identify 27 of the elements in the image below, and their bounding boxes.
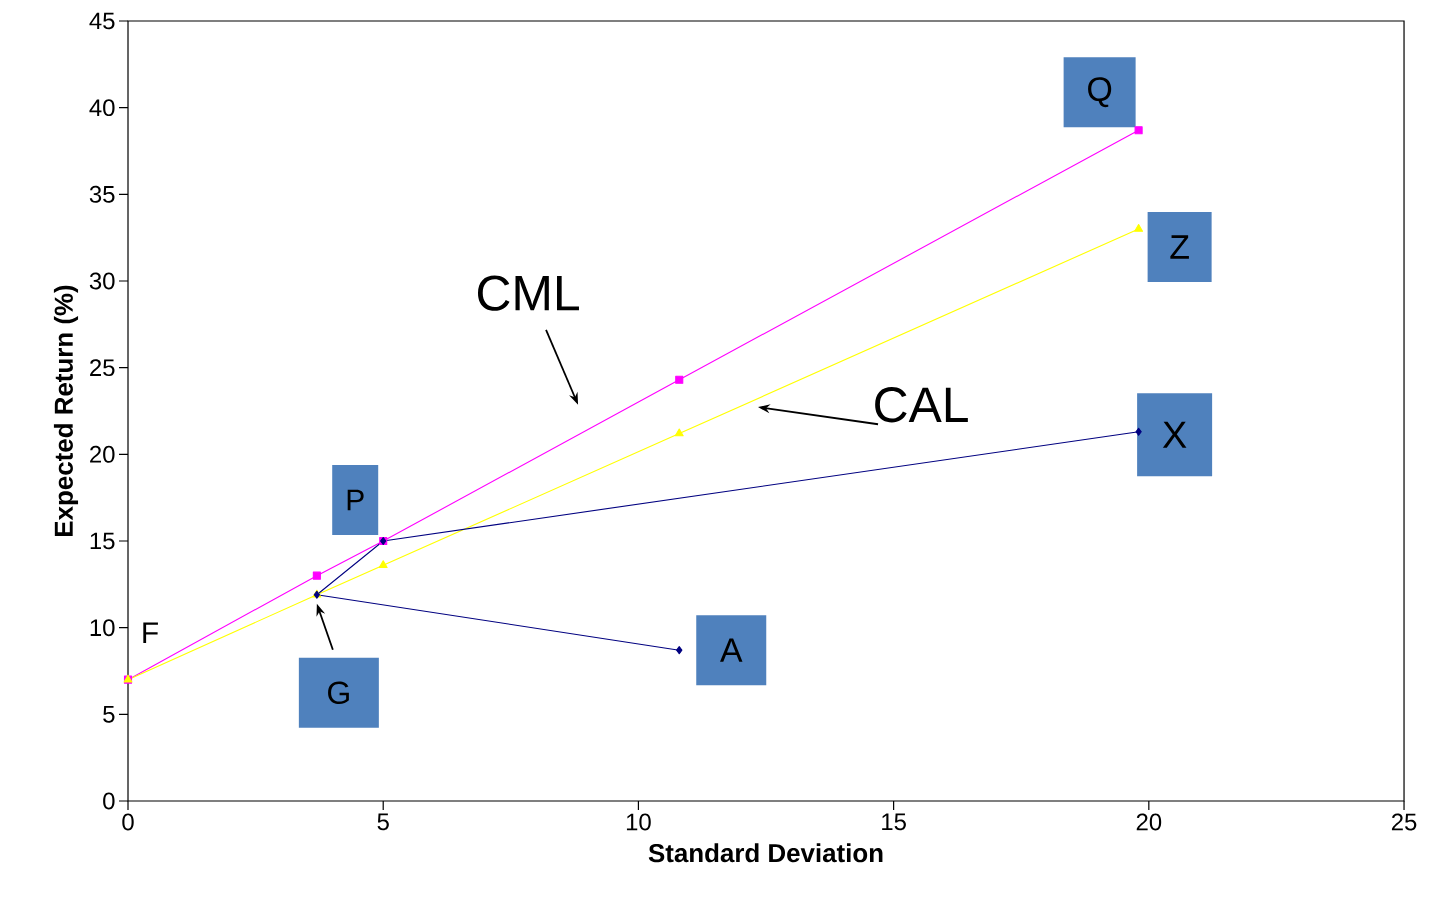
annotation: X	[1162, 421, 1187, 448]
x-tick-label: 25	[1391, 813, 1417, 831]
y-tick-label: 15	[90, 532, 115, 550]
x-tick-label: 5	[377, 813, 389, 831]
y-tick-label: 25	[90, 359, 115, 377]
x-tick-label: 0	[122, 813, 134, 831]
x-tick-label: 15	[882, 813, 906, 831]
y-tick-label: 10	[90, 619, 115, 637]
annotation: Z	[1170, 235, 1189, 259]
annotation: Q	[1088, 77, 1112, 108]
y-tick-label: 40	[89, 99, 115, 117]
y-tick-label: 20	[90, 445, 115, 463]
y-tick-label: 5	[103, 705, 115, 723]
x-axis-title: Standard Deviation	[648, 843, 883, 863]
x-tick-label: 10	[626, 813, 651, 831]
annotation: CML	[477, 275, 579, 311]
y-axis-title: Expected Return (%)	[53, 285, 79, 536]
annotation: F	[143, 622, 158, 643]
y-tick-label: 30	[89, 272, 115, 290]
y-tick-label: 0	[103, 792, 115, 810]
annotation: P	[347, 489, 364, 511]
y-tick-label: 35	[89, 185, 115, 203]
annotation: A	[720, 638, 743, 662]
annotation: G	[328, 681, 349, 705]
x-tick-label: 20	[1136, 813, 1162, 831]
annotation: CAL	[875, 387, 968, 423]
y-tick-label: 45	[89, 12, 115, 30]
